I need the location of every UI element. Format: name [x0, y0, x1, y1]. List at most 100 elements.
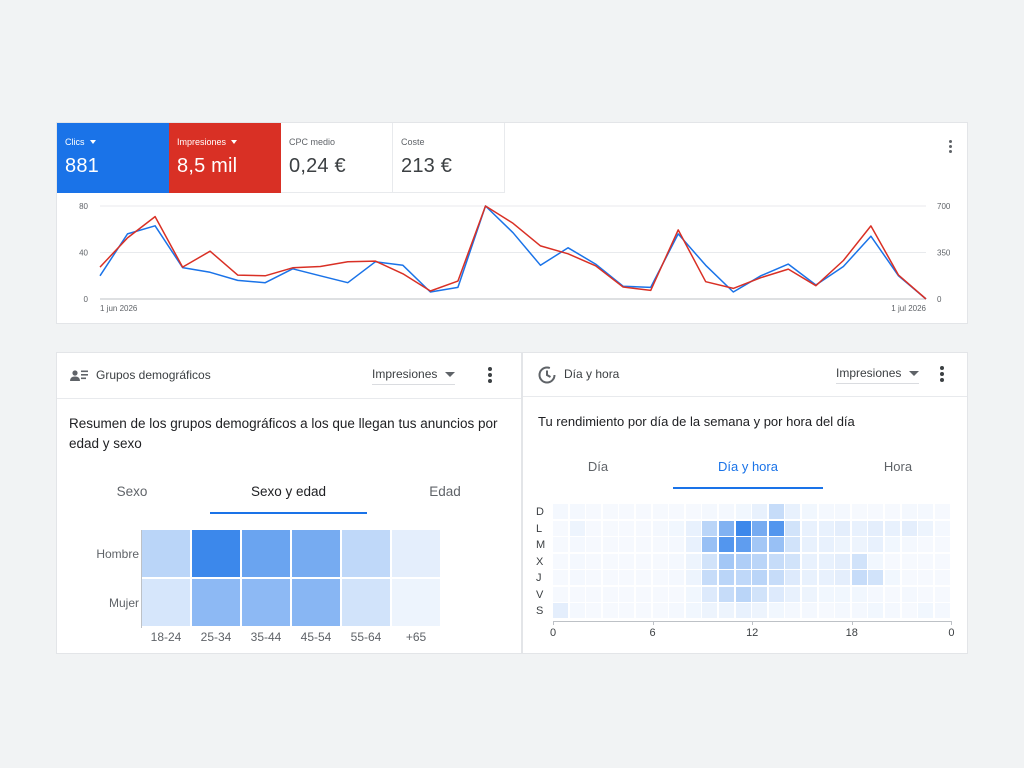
heatmap-cell[interactable]: [934, 570, 950, 585]
heatmap-cell[interactable]: [918, 570, 934, 585]
heatmap-cell[interactable]: [569, 553, 585, 569]
heatmap-cell[interactable]: [735, 586, 751, 602]
heatmap-cell[interactable]: [619, 553, 635, 569]
heatmap-cell[interactable]: [719, 603, 735, 618]
heatmap-cell[interactable]: [918, 603, 934, 618]
heatmap-cell[interactable]: [752, 586, 768, 602]
heatmap-cell[interactable]: [702, 520, 718, 536]
heatmap-cell[interactable]: [851, 603, 867, 618]
heatmap-cell[interactable]: [685, 603, 701, 618]
heatmap-cell[interactable]: [802, 570, 818, 585]
more-vert-icon[interactable]: [488, 367, 492, 383]
heatmap-cell[interactable]: [636, 504, 652, 519]
heatmap-cell[interactable]: [868, 603, 884, 618]
metric-tile-clics[interactable]: Clics 881: [57, 123, 169, 193]
heatmap-cell[interactable]: [685, 570, 701, 585]
metric-tile-cpc[interactable]: CPC medio 0,24 €: [281, 123, 393, 193]
heatmap-cell[interactable]: [553, 504, 569, 519]
heatmap-cell[interactable]: [934, 553, 950, 569]
heatmap-cell[interactable]: [735, 553, 751, 569]
heatmap-cell[interactable]: [934, 504, 950, 519]
heatmap-cell[interactable]: [768, 603, 784, 618]
heatmap-cell[interactable]: [569, 586, 585, 602]
heatmap-cell[interactable]: [735, 520, 751, 536]
heatmap-cell[interactable]: [901, 520, 917, 536]
heatmap-cell[interactable]: [602, 553, 618, 569]
heatmap-cell[interactable]: [619, 537, 635, 552]
heatmap-cell[interactable]: [768, 570, 784, 585]
heatmap-cell[interactable]: [934, 537, 950, 552]
heatmap-cell[interactable]: [785, 586, 801, 602]
heatmap-cell[interactable]: [242, 579, 290, 626]
heatmap-cell[interactable]: [868, 520, 884, 536]
heatmap-cell[interactable]: [669, 586, 685, 602]
heatmap-cell[interactable]: [702, 504, 718, 519]
heatmap-cell[interactable]: [619, 504, 635, 519]
heatmap-cell[interactable]: [636, 553, 652, 569]
heatmap-cell[interactable]: [885, 570, 901, 585]
heatmap-cell[interactable]: [392, 579, 440, 626]
heatmap-cell[interactable]: [636, 570, 652, 585]
tab-sexo-y-edad[interactable]: Sexo y edad: [250, 484, 327, 499]
heatmap-cell[interactable]: [242, 530, 290, 577]
heatmap-cell[interactable]: [636, 586, 652, 602]
heatmap-cell[interactable]: [569, 537, 585, 552]
heatmap-cell[interactable]: [802, 603, 818, 618]
heatmap-cell[interactable]: [292, 530, 340, 577]
heatmap-cell[interactable]: [785, 537, 801, 552]
tab-edad[interactable]: Edad: [429, 484, 461, 499]
heatmap-cell[interactable]: [818, 586, 834, 602]
heatmap-cell[interactable]: [768, 520, 784, 536]
heatmap-cell[interactable]: [685, 504, 701, 519]
heatmap-cell[interactable]: [636, 603, 652, 618]
metric-tile-impresiones[interactable]: Impresiones 8,5 mil: [169, 123, 281, 193]
heatmap-cell[interactable]: [885, 520, 901, 536]
heatmap-cell[interactable]: [619, 603, 635, 618]
heatmap-cell[interactable]: [719, 520, 735, 536]
heatmap-cell[interactable]: [619, 586, 635, 602]
heatmap-cell[interactable]: [142, 579, 190, 626]
heatmap-cell[interactable]: [669, 603, 685, 618]
heatmap-cell[interactable]: [752, 504, 768, 519]
tab-hora[interactable]: Hora: [883, 459, 913, 474]
heatmap-cell[interactable]: [934, 520, 950, 536]
heatmap-cell[interactable]: [652, 504, 668, 519]
heatmap-cell[interactable]: [818, 603, 834, 618]
heatmap-cell[interactable]: [868, 586, 884, 602]
heatmap-cell[interactable]: [885, 553, 901, 569]
heatmap-cell[interactable]: [785, 520, 801, 536]
heatmap-cell[interactable]: [586, 537, 602, 552]
heatmap-cell[interactable]: [835, 603, 851, 618]
heatmap-cell[interactable]: [586, 570, 602, 585]
heatmap-cell[interactable]: [702, 570, 718, 585]
heatmap-cell[interactable]: [602, 504, 618, 519]
heatmap-cell[interactable]: [569, 603, 585, 618]
tab-dia-y-hora[interactable]: Día y hora: [718, 459, 778, 474]
heatmap-cell[interactable]: [669, 504, 685, 519]
heatmap-cell[interactable]: [768, 553, 784, 569]
heatmap-cell[interactable]: [602, 586, 618, 602]
heatmap-cell[interactable]: [342, 530, 390, 577]
heatmap-cell[interactable]: [768, 504, 784, 519]
heatmap-cell[interactable]: [669, 520, 685, 536]
heatmap-cell[interactable]: [851, 586, 867, 602]
heatmap-cell[interactable]: [835, 504, 851, 519]
heatmap-cell[interactable]: [752, 553, 768, 569]
heatmap-cell[interactable]: [918, 586, 934, 602]
heatmap-cell[interactable]: [652, 603, 668, 618]
heatmap-cell[interactable]: [619, 520, 635, 536]
heatmap-cell[interactable]: [719, 570, 735, 585]
tab-sexo[interactable]: Sexo: [116, 484, 148, 499]
heatmap-cell[interactable]: [702, 586, 718, 602]
heatmap-cell[interactable]: [553, 537, 569, 552]
heatmap-cell[interactable]: [901, 603, 917, 618]
heatmap-cell[interactable]: [553, 603, 569, 618]
heatmap-cell[interactable]: [685, 553, 701, 569]
heatmap-cell[interactable]: [192, 579, 240, 626]
heatmap-cell[interactable]: [586, 603, 602, 618]
tab-dia[interactable]: Día: [587, 459, 609, 474]
heatmap-cell[interactable]: [934, 603, 950, 618]
heatmap-cell[interactable]: [586, 504, 602, 519]
heatmap-cell[interactable]: [719, 586, 735, 602]
heatmap-cell[interactable]: [342, 579, 390, 626]
